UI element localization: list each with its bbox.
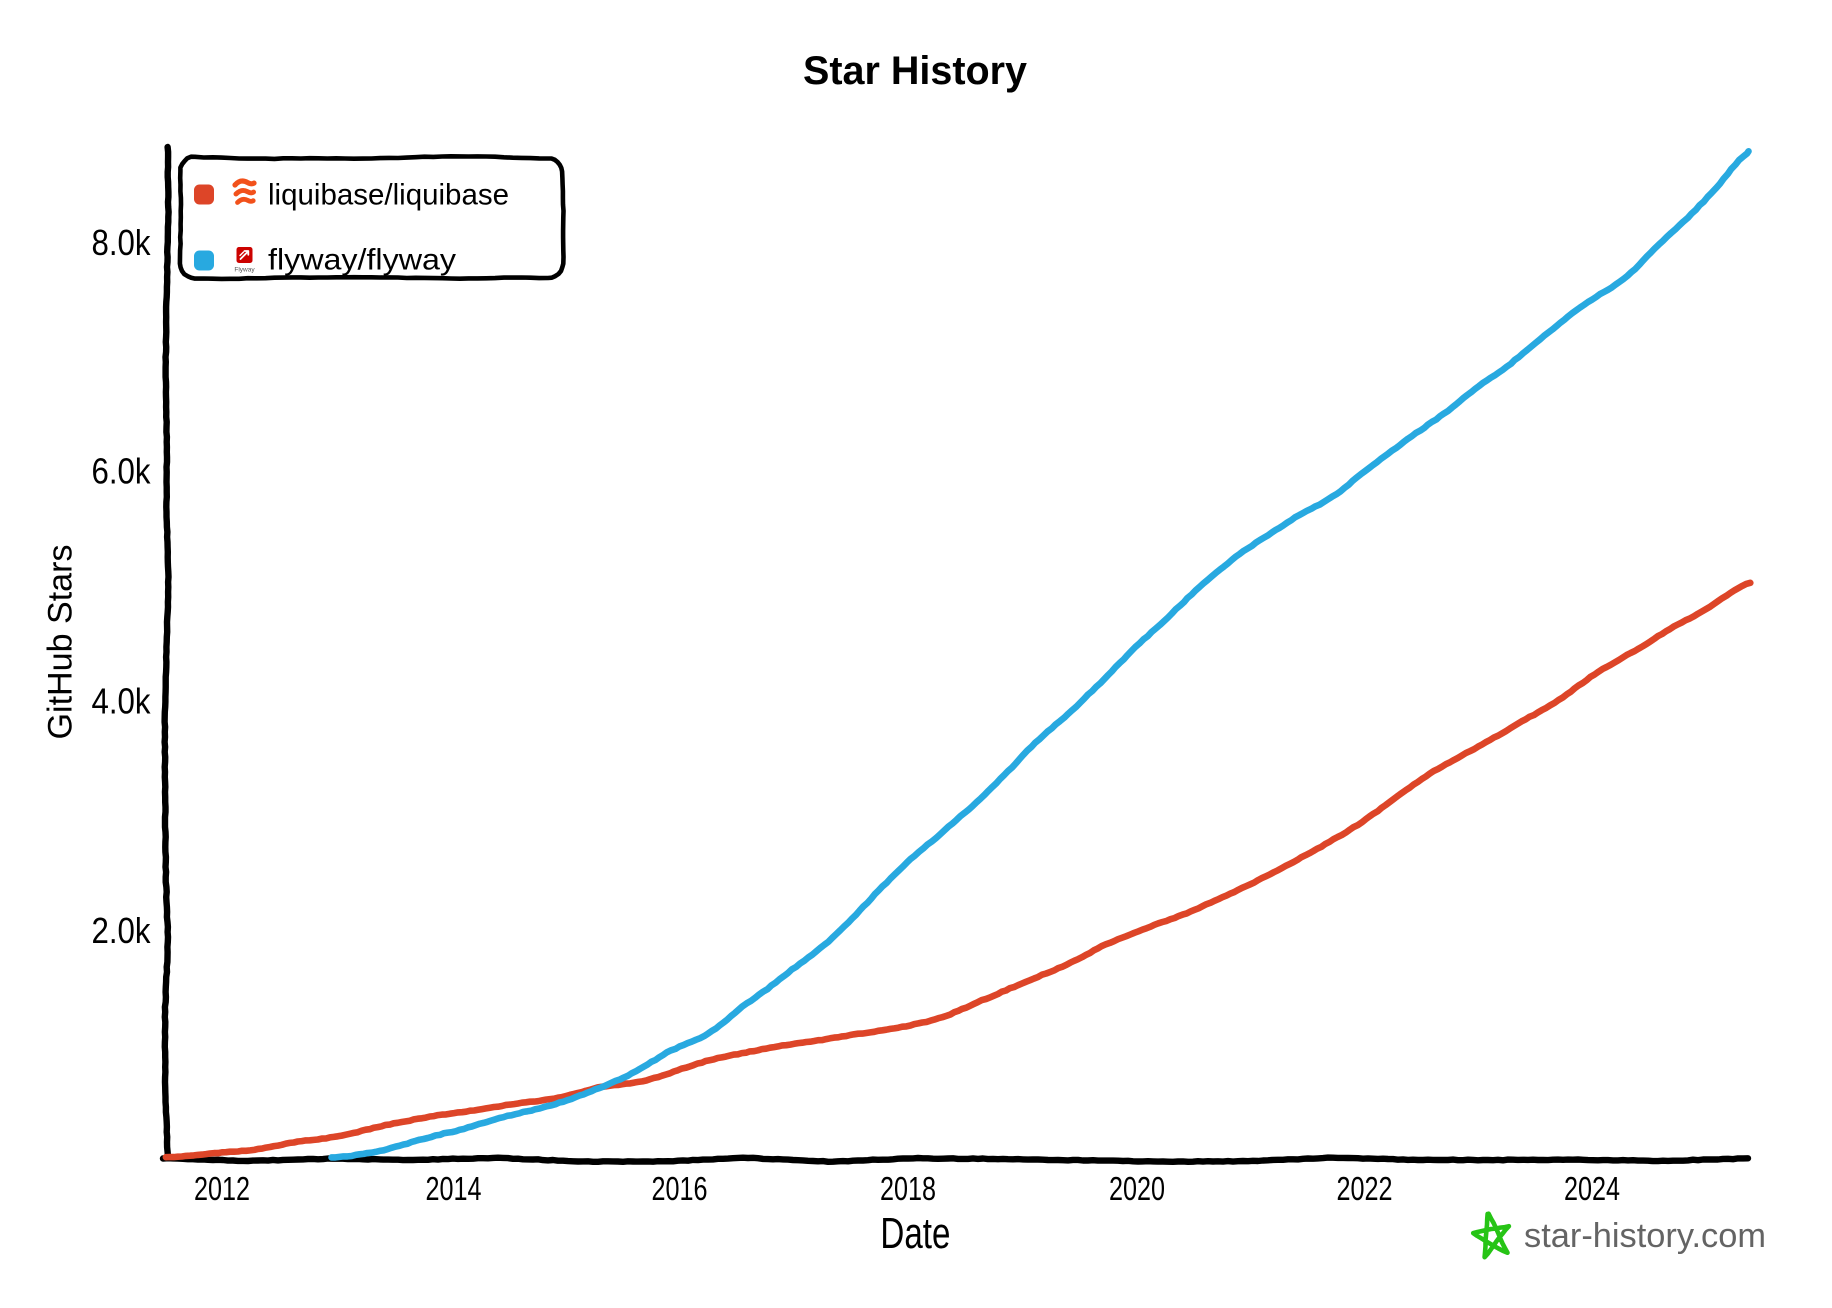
svg-text:Date: Date: [880, 1209, 950, 1258]
svg-text:4.0k: 4.0k: [92, 681, 152, 722]
svg-text:2018: 2018: [880, 1170, 936, 1207]
svg-text:Flyway: Flyway: [234, 267, 255, 274]
svg-text:6.0k: 6.0k: [92, 451, 152, 492]
svg-text:2014: 2014: [426, 1170, 482, 1207]
svg-text:2024: 2024: [1564, 1170, 1620, 1207]
svg-text:GitHub Stars: GitHub Stars: [42, 545, 80, 740]
svg-text:flyway/flyway: flyway/flyway: [268, 244, 456, 277]
svg-text:2016: 2016: [652, 1170, 708, 1207]
svg-text:8.0k: 8.0k: [92, 222, 152, 263]
svg-text:2.0k: 2.0k: [92, 910, 152, 951]
svg-text:liquibase/liquibase: liquibase/liquibase: [268, 179, 509, 212]
svg-text:2012: 2012: [194, 1170, 250, 1207]
svg-text:star-history.com: star-history.com: [1524, 1217, 1766, 1255]
svg-text:2020: 2020: [1109, 1170, 1165, 1207]
svg-text:2022: 2022: [1337, 1170, 1393, 1207]
svg-text:Star History: Star History: [803, 49, 1028, 93]
